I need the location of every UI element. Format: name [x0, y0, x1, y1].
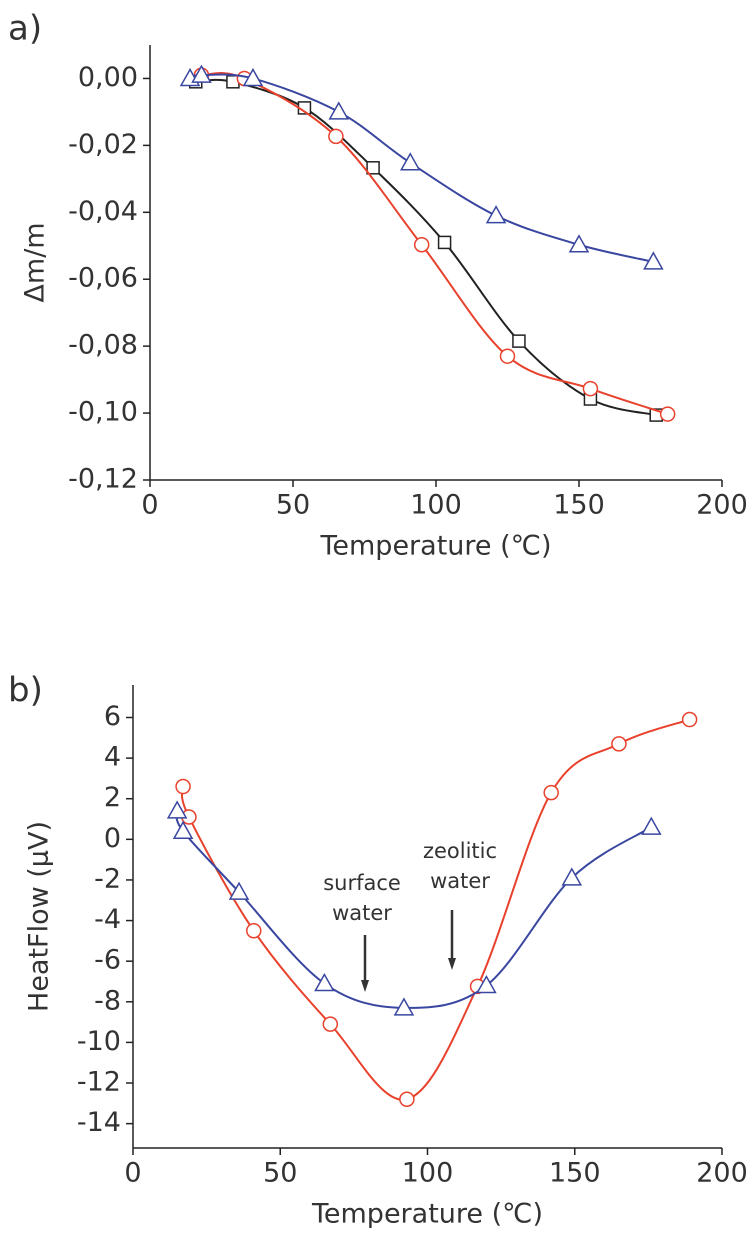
y-tick-label: -14 [77, 1107, 121, 1138]
arrow-head [361, 980, 369, 992]
marker [485, 205, 507, 224]
marker [172, 820, 194, 839]
marker [543, 784, 559, 801]
marker [399, 152, 421, 171]
marker [314, 972, 335, 992]
x-tick-label: 150 [549, 1158, 601, 1189]
x-tick-label: 0 [124, 1158, 141, 1189]
marker [328, 128, 344, 145]
x-tick-label: 200 [696, 490, 748, 521]
marker [499, 348, 516, 364]
y-axis-label: HeatFlow (µV) [24, 821, 55, 1012]
marker [393, 997, 415, 1016]
x-tick-label: 150 [553, 490, 605, 521]
x-tick-label: 100 [402, 1158, 454, 1189]
y-tick-label: -4 [94, 904, 121, 935]
marker [437, 235, 452, 250]
marker [476, 975, 497, 994]
marker [175, 778, 191, 795]
annotation: water [430, 869, 490, 893]
series-line [201, 72, 668, 416]
x-tick-label: 50 [276, 490, 310, 521]
y-tick-label: 6 [104, 701, 121, 732]
marker [322, 1016, 339, 1032]
series-line [189, 73, 654, 263]
panel-label: b) [8, 671, 43, 711]
x-tick-label: 0 [141, 490, 158, 521]
marker [228, 881, 250, 900]
panel-label: a) [8, 9, 42, 49]
series-line [180, 718, 690, 1101]
y-tick-label: -6 [94, 945, 121, 976]
x-tick-label: 100 [410, 490, 462, 521]
marker [399, 1091, 415, 1108]
annotation: surface [323, 871, 401, 895]
y-tick-label: -0,12 [68, 464, 138, 495]
marker [413, 237, 430, 253]
x-axis-label: Temperature (℃) [319, 531, 551, 562]
y-tick-label: -0,04 [68, 196, 138, 227]
y-tick-label: 0,00 [78, 62, 138, 93]
marker [641, 816, 662, 835]
marker [245, 922, 262, 939]
y-tick-label: -10 [77, 1026, 121, 1057]
arrow-head [448, 958, 456, 970]
marker [242, 67, 264, 87]
y-tick-label: -0,06 [68, 263, 138, 294]
y-tick-label: -8 [94, 985, 121, 1016]
y-tick-label: -0,02 [68, 129, 138, 160]
marker [366, 161, 380, 175]
marker [643, 251, 664, 270]
annotation: zeolitic [423, 839, 497, 863]
y-tick-label: -0,08 [68, 330, 138, 361]
marker [166, 800, 188, 819]
y-tick-label: -2 [94, 863, 121, 894]
x-tick-label: 50 [263, 1158, 297, 1189]
y-tick-label: -0,10 [68, 397, 138, 428]
marker [191, 64, 212, 83]
series-line [175, 810, 652, 1009]
marker [582, 380, 599, 397]
y-tick-label: -12 [77, 1067, 121, 1098]
marker [512, 334, 526, 348]
x-axis-label: Temperature (℃) [311, 1199, 543, 1230]
y-axis-label: Δm/m [20, 222, 51, 302]
series-line [195, 78, 657, 417]
marker [681, 711, 698, 728]
annotation: water [332, 901, 392, 925]
y-tick-label: 0 [104, 823, 121, 854]
marker [328, 101, 350, 120]
x-tick-label: 200 [696, 1158, 748, 1189]
marker [561, 867, 583, 886]
marker [611, 736, 627, 752]
y-tick-label: 4 [104, 742, 121, 773]
y-tick-label: 2 [104, 782, 121, 813]
marker [659, 406, 676, 422]
marker [568, 234, 590, 253]
